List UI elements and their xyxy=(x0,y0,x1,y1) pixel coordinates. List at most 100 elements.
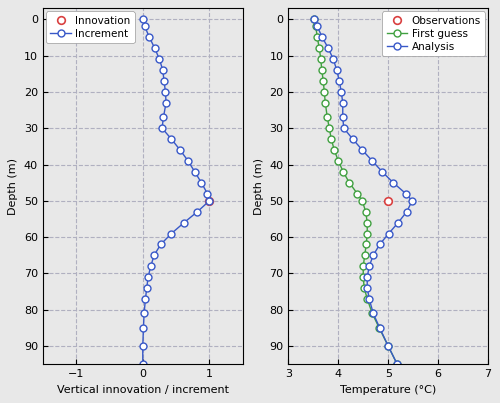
First guess xyxy=(385,344,391,349)
Analysis xyxy=(386,231,392,236)
Analysis xyxy=(340,100,346,105)
Analysis xyxy=(336,79,342,83)
First guess xyxy=(322,89,328,94)
Analysis xyxy=(370,253,376,258)
Increment xyxy=(140,344,146,349)
Analysis xyxy=(359,147,365,152)
Analysis xyxy=(364,275,370,280)
First guess xyxy=(318,57,324,62)
Increment xyxy=(160,68,166,73)
Increment xyxy=(140,17,146,22)
Increment xyxy=(177,147,183,152)
Analysis xyxy=(340,115,346,120)
Analysis xyxy=(314,24,320,29)
First guess xyxy=(320,79,326,83)
Increment xyxy=(144,286,150,291)
Increment xyxy=(141,311,147,316)
Analysis xyxy=(350,137,356,141)
Increment xyxy=(163,100,169,105)
First guess xyxy=(326,126,332,131)
Increment xyxy=(146,35,152,40)
Increment xyxy=(152,46,158,51)
Increment xyxy=(206,198,212,203)
Increment xyxy=(168,231,174,236)
Analysis xyxy=(366,264,372,269)
Y-axis label: Depth (m): Depth (m) xyxy=(254,158,264,215)
First guess xyxy=(319,68,325,73)
Analysis xyxy=(364,286,370,291)
First guess xyxy=(362,253,368,258)
Analysis xyxy=(338,89,344,94)
First guess xyxy=(360,275,366,280)
Analysis xyxy=(409,198,415,203)
Increment xyxy=(142,297,148,301)
First guess xyxy=(359,198,365,203)
Analysis xyxy=(376,326,382,330)
First guess xyxy=(314,35,320,40)
Analysis xyxy=(334,68,340,73)
Increment xyxy=(192,169,198,174)
Increment xyxy=(140,326,146,330)
Analysis xyxy=(369,158,375,163)
Increment xyxy=(158,242,164,247)
Increment xyxy=(159,126,165,131)
Analysis xyxy=(379,169,385,174)
Legend: Observations, First guess, Analysis: Observations, First guess, Analysis xyxy=(382,11,485,56)
First guess xyxy=(364,297,370,301)
First guess xyxy=(313,24,319,29)
First guess xyxy=(332,147,338,152)
Analysis xyxy=(395,220,401,225)
Analysis xyxy=(320,35,326,40)
First guess xyxy=(363,242,369,247)
First guess xyxy=(376,326,382,330)
First guess xyxy=(361,286,367,291)
Increment xyxy=(156,57,162,62)
Increment xyxy=(168,137,174,141)
Analysis xyxy=(366,297,372,301)
First guess xyxy=(322,100,328,105)
Analysis xyxy=(404,209,409,214)
Analysis xyxy=(326,46,332,51)
Analysis xyxy=(402,191,408,196)
Increment xyxy=(145,275,151,280)
First guess xyxy=(360,264,366,269)
Line: First guess: First guess xyxy=(311,16,400,368)
Analysis xyxy=(330,57,336,62)
Increment xyxy=(148,264,154,269)
Analysis xyxy=(341,126,347,131)
Increment xyxy=(198,180,204,185)
Analysis xyxy=(394,362,400,367)
First guess xyxy=(316,46,322,51)
First guess xyxy=(364,231,370,236)
Increment xyxy=(185,158,191,163)
First guess xyxy=(362,209,368,214)
First guess xyxy=(312,17,318,22)
Line: Increment: Increment xyxy=(140,16,213,368)
Legend: Innovation, Increment: Innovation, Increment xyxy=(46,11,134,43)
First guess xyxy=(369,311,375,316)
Y-axis label: Depth (m): Depth (m) xyxy=(8,158,18,215)
Analysis xyxy=(376,242,382,247)
First guess xyxy=(346,180,352,185)
Increment xyxy=(151,253,157,258)
Increment xyxy=(162,89,168,94)
Increment xyxy=(161,79,167,83)
Increment xyxy=(140,362,146,367)
Increment xyxy=(181,220,187,225)
First guess xyxy=(328,137,334,141)
Analysis xyxy=(390,180,396,185)
Increment xyxy=(160,115,166,120)
X-axis label: Temperature (°C): Temperature (°C) xyxy=(340,385,436,395)
Increment xyxy=(204,191,210,196)
Analysis xyxy=(312,17,318,22)
First guess xyxy=(364,220,370,225)
First guess xyxy=(394,362,400,367)
Increment xyxy=(194,209,200,214)
First guess xyxy=(354,191,360,196)
Line: Analysis: Analysis xyxy=(311,16,416,368)
First guess xyxy=(340,169,346,174)
First guess xyxy=(324,115,330,120)
Increment xyxy=(142,24,148,29)
First guess xyxy=(336,158,342,163)
Analysis xyxy=(370,311,376,316)
